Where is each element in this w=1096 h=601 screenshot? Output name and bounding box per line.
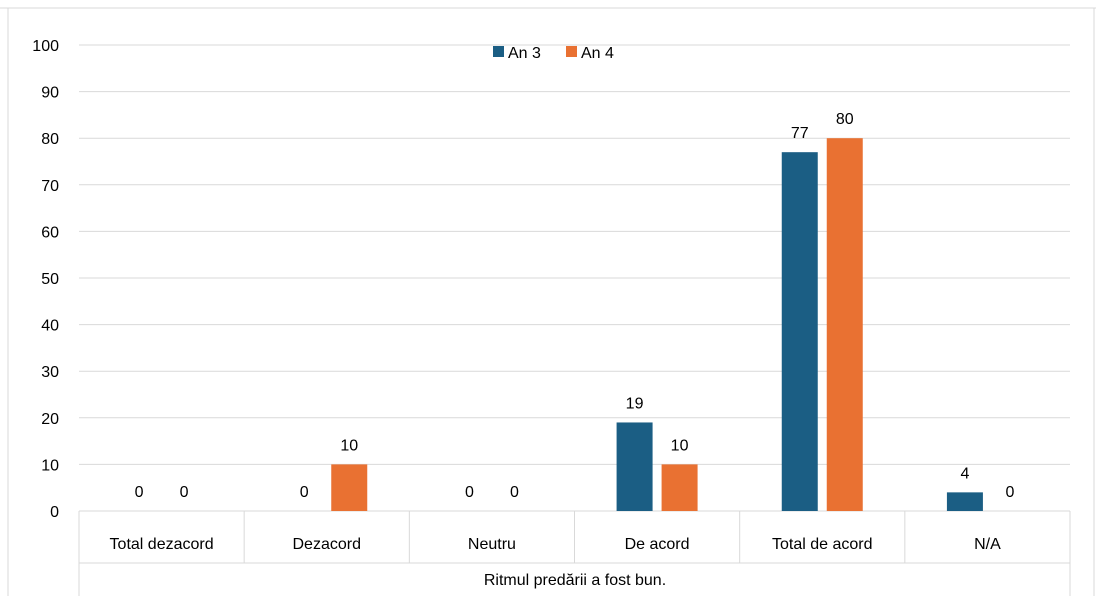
x-tick-label: Neutru [468, 536, 516, 553]
data-labels: 0 0 0 10 0 0 19 10 77 80 4 0 [135, 111, 1015, 501]
data-label: 0 [180, 484, 189, 501]
bars [331, 138, 983, 511]
data-label: 4 [960, 465, 969, 482]
data-label: 0 [135, 484, 144, 501]
x-axis-title: Ritmul predării a fost bun. [484, 572, 666, 589]
y-tick-label: 80 [41, 131, 59, 148]
data-label: 0 [465, 484, 474, 501]
y-tick-label: 90 [41, 85, 59, 102]
x-tick-label: Total dezacord [110, 536, 214, 553]
legend-label-an-3: An 3 [508, 45, 541, 62]
data-label: 0 [300, 484, 309, 501]
data-label: 10 [671, 437, 689, 454]
x-tick-label: Total de acord [772, 536, 873, 553]
legend: An 3 An 4 [493, 45, 614, 62]
legend-swatch-an-3 [493, 46, 504, 57]
y-axis-ticks: 0 10 20 30 40 50 60 70 80 90 100 [32, 38, 59, 521]
data-label: 19 [626, 395, 644, 412]
data-label: 77 [791, 125, 809, 142]
y-tick-label: 70 [41, 178, 59, 195]
y-tick-label: 60 [41, 224, 59, 241]
y-tick-label: 30 [41, 364, 59, 381]
data-label: 80 [836, 111, 854, 128]
data-label: 0 [1005, 484, 1014, 501]
bar-an-4-2 [331, 464, 368, 511]
bar-an-4-4 [661, 464, 698, 511]
x-tick-label: N/A [974, 536, 1001, 553]
y-tick-label: 100 [32, 38, 59, 55]
y-tick-label: 40 [41, 318, 59, 335]
bar-an-3-5 [781, 152, 818, 511]
x-axis: Total dezacord Dezacord Neutru De acord Tota… [78, 511, 1071, 596]
y-tick-label: 0 [50, 504, 59, 521]
y-tick-label: 10 [41, 457, 59, 474]
legend-swatch-an-4 [566, 46, 577, 57]
data-label: 0 [510, 484, 519, 501]
gridlines [79, 44, 1070, 512]
y-tick-label: 20 [41, 411, 59, 428]
bar-an-3-6 [946, 492, 983, 511]
bar-an-4-5 [826, 138, 863, 511]
legend-label-an-4: An 4 [581, 45, 614, 62]
x-tick-label: De acord [625, 536, 690, 553]
x-tick-label: Dezacord [293, 536, 361, 553]
data-label: 10 [340, 437, 358, 454]
y-tick-label: 50 [41, 271, 59, 288]
bar-an-3-4 [616, 422, 653, 511]
